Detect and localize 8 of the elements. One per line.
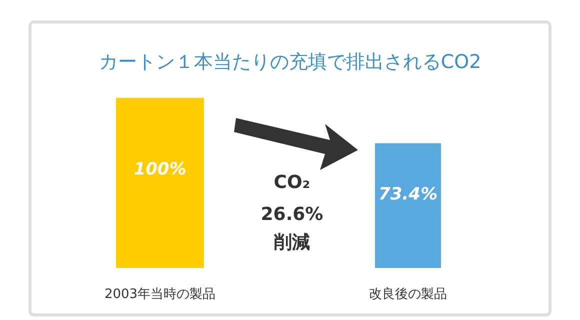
data-label: 73.4%: [378, 184, 438, 204]
annotation: CO₂: [274, 172, 310, 193]
x-tick-label: 2003年当時の製品: [104, 287, 216, 302]
annotation: 26.6%: [260, 204, 324, 225]
chart-title: カートン１本当たりの充填で排出されるCO2: [98, 51, 482, 73]
data-label: 100%: [134, 160, 186, 180]
annotation: 削減: [273, 232, 310, 253]
x-tick-label: 改良後の製品: [369, 287, 447, 302]
